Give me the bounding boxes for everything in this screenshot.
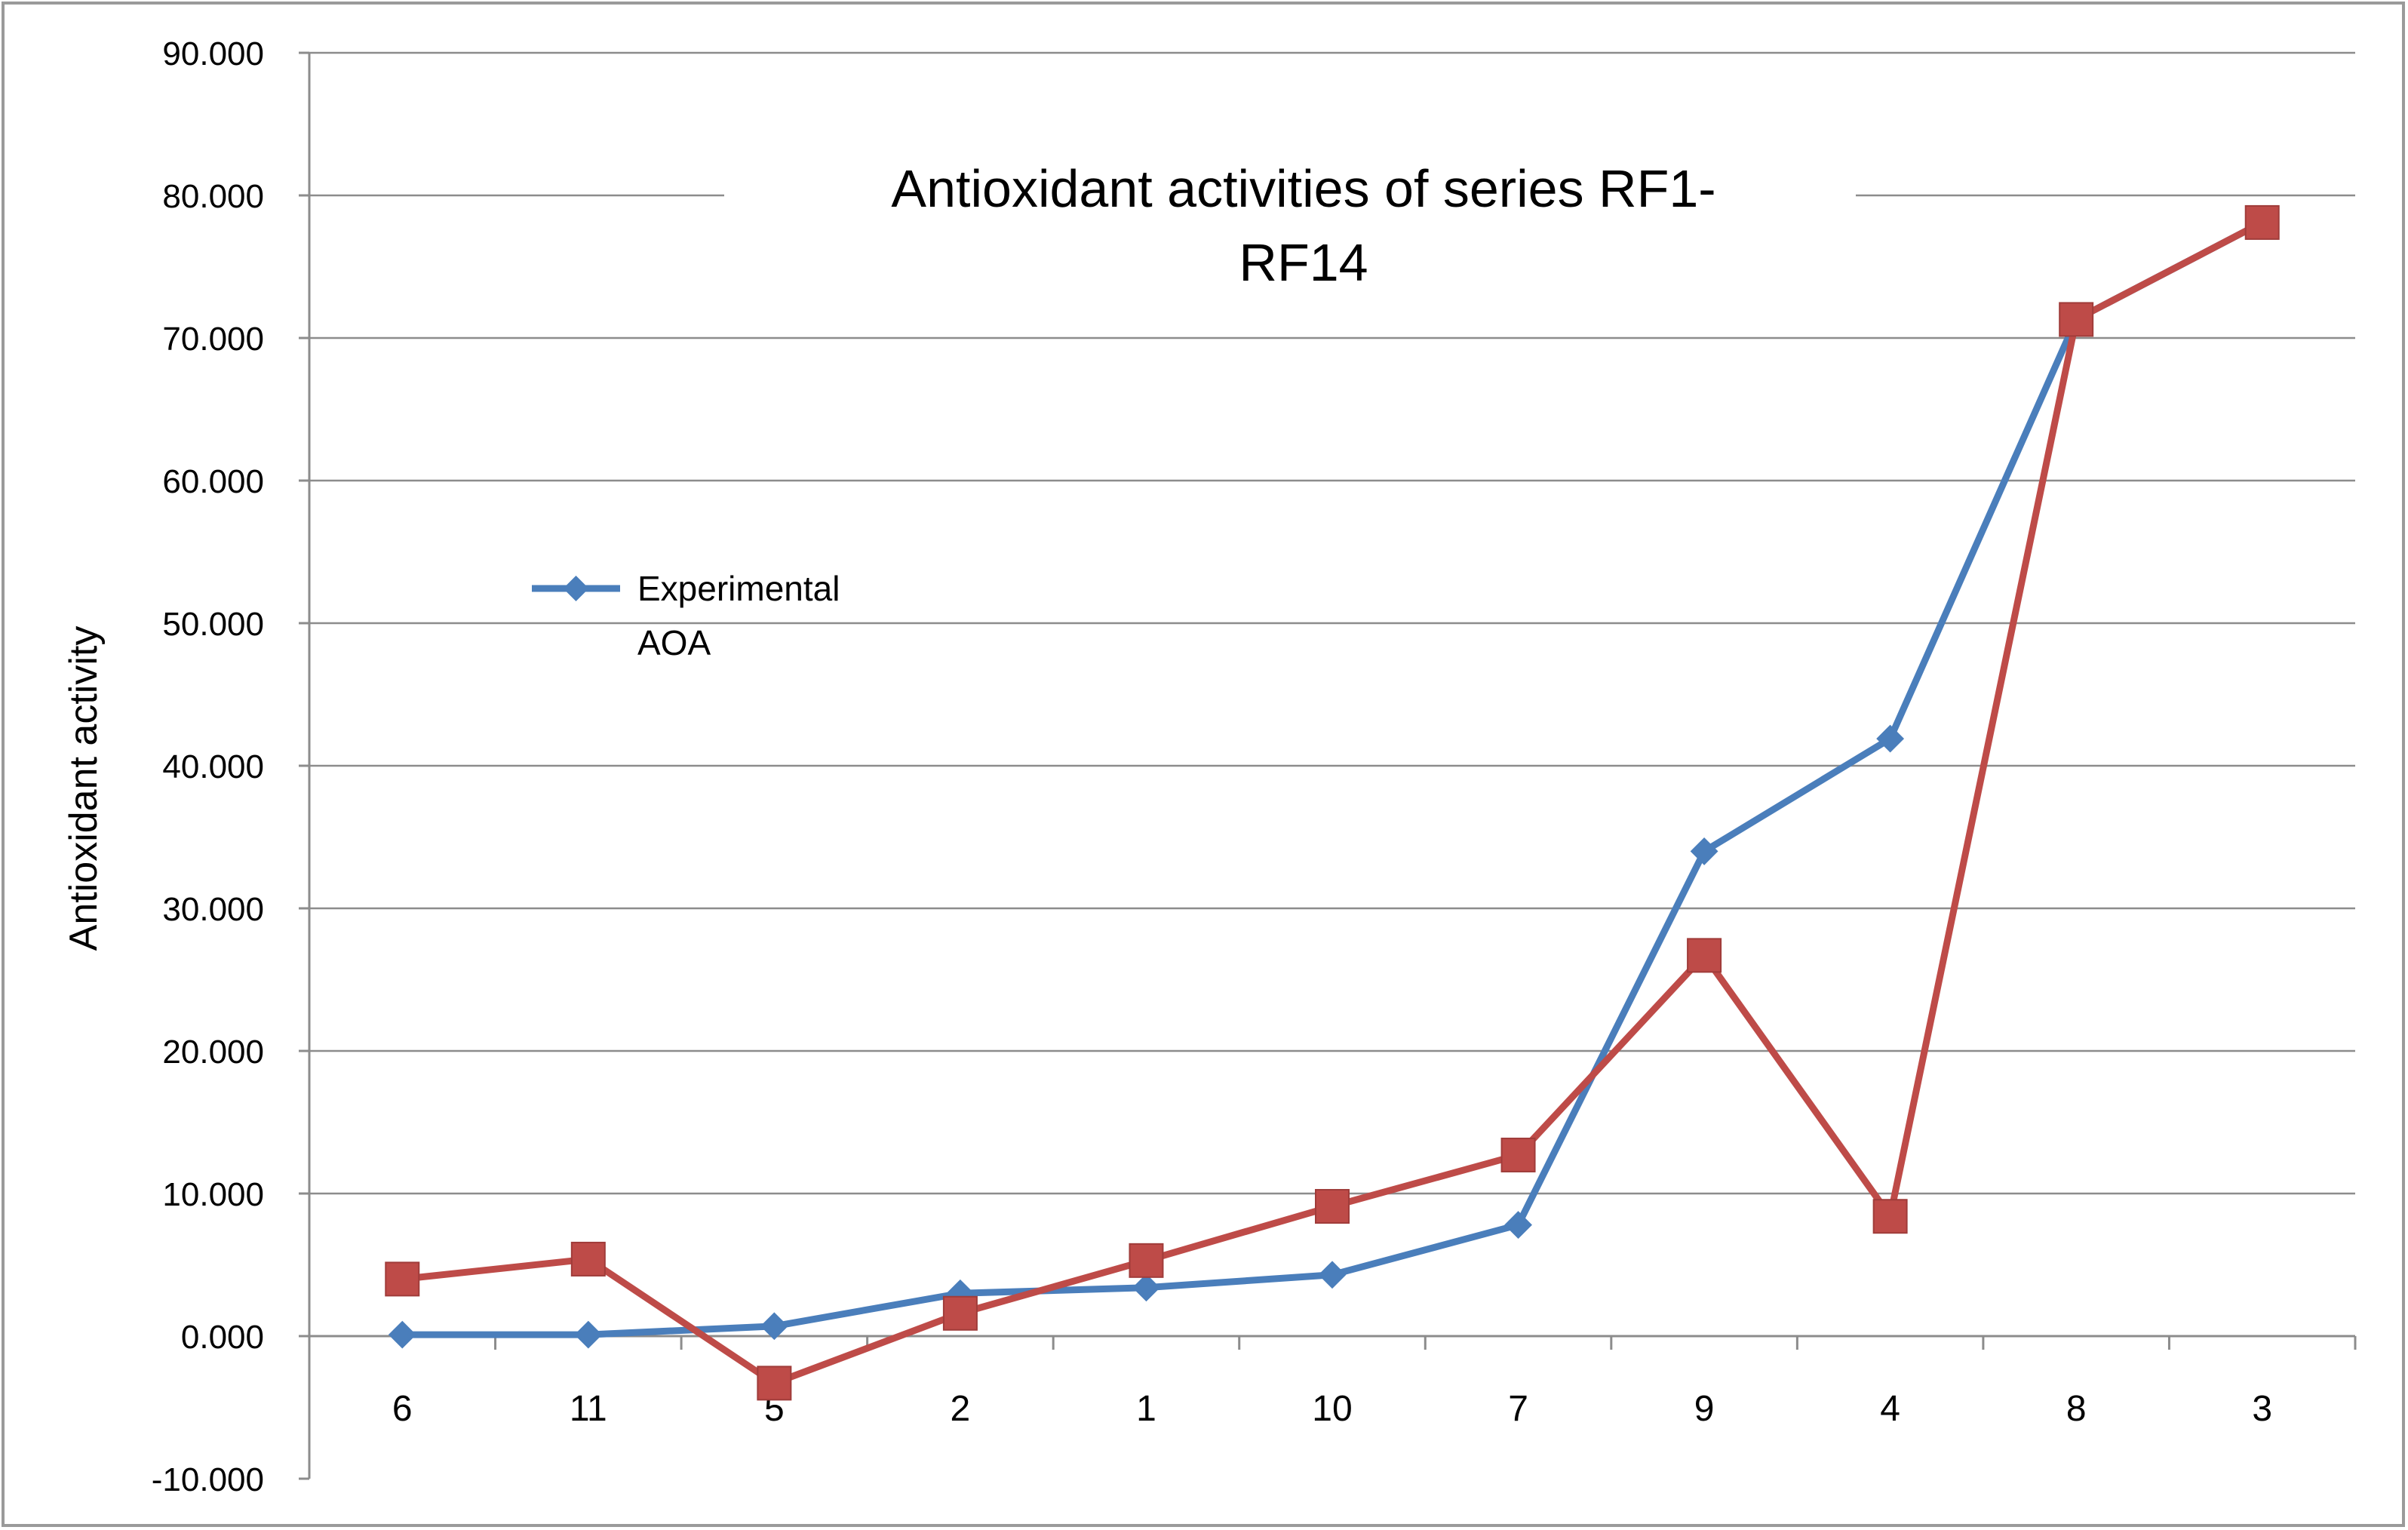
data-point-square [1315,1189,1350,1224]
y-axis-label: Antioxidant activity [62,626,106,951]
series-1 [388,208,2277,1349]
x-tick-label: 6 [392,1389,413,1429]
y-tick-label: 60.000 [162,463,264,500]
series-2 [385,204,2280,1401]
data-point-diamond [574,1320,603,1349]
data-point-diamond [760,1312,788,1341]
legend-label: Experimental [637,569,840,608]
y-tick-label: 40.000 [162,748,264,785]
legend-label: AOA [637,623,711,662]
data-point-diamond [1504,1211,1532,1239]
x-tick-label: 3 [2252,1389,2272,1429]
data-point-diamond [388,1320,416,1349]
y-tick-label: -10.000 [152,1461,264,1498]
x-tick-label: 8 [2066,1389,2087,1429]
y-tick-label: 30.000 [162,891,264,928]
data-point-diamond [1132,1273,1160,1302]
x-tick-label: 2 [951,1389,971,1429]
x-tick-label: 9 [1694,1389,1715,1429]
data-point-square [942,1295,978,1331]
chart-title-group: Antioxidant activities of series RF1- RF1… [724,127,1856,308]
chart-title: RF14 [1239,233,1368,292]
x-tick-label: 7 [1508,1389,1528,1429]
series-lines [385,204,2280,1401]
data-point-diamond [1876,724,1905,753]
x-tick-label: 10 [1312,1389,1352,1429]
data-point-square [2059,302,2094,337]
legend: Experimental AOA [532,569,840,662]
y-tick-label: 0.000 [181,1319,264,1356]
y-tick-label: 10.000 [162,1176,264,1213]
data-point-square [570,1241,606,1277]
data-point-square [757,1366,792,1401]
x-tick-label: 4 [1880,1389,1900,1429]
data-point-square [2244,204,2280,240]
data-point-square [1129,1243,1164,1278]
data-point-diamond [1318,1261,1347,1289]
y-tick-label: 20.000 [162,1034,264,1071]
title-background [724,127,1856,308]
data-point-diamond [1690,837,1718,865]
y-tick-label: 70.000 [162,321,264,358]
legend-marker-diamond [563,576,589,601]
data-point-square [1500,1137,1536,1172]
y-tick-label: 90.000 [162,35,264,72]
chart-title: Antioxidant activities of series RF1- [891,159,1715,218]
y-tick-label: 80.000 [162,178,264,215]
data-point-square [385,1261,420,1297]
x-tick-label: 1 [1136,1389,1156,1429]
data-point-square [1872,1199,1908,1234]
data-point-square [1687,938,1722,973]
y-tick-label: 50.000 [162,606,264,643]
x-tick-label: 11 [570,1389,607,1429]
